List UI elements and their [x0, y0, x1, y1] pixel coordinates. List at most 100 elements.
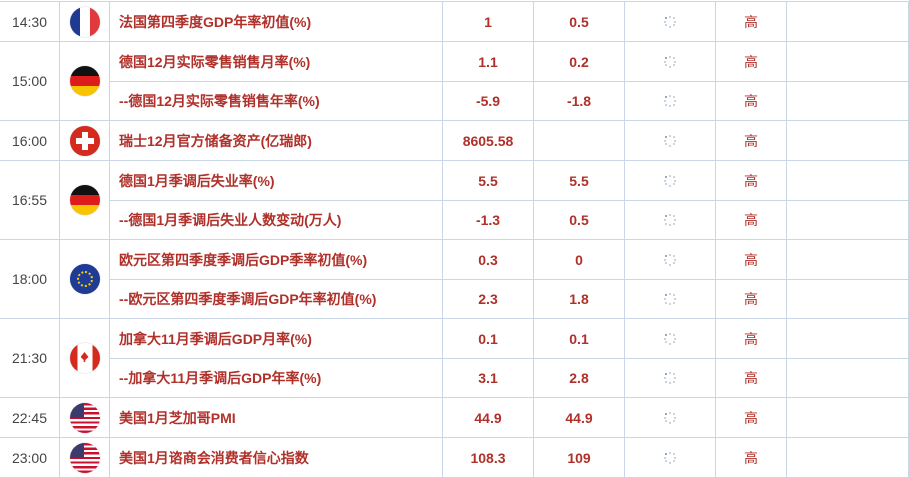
- table-row[interactable]: --德国12月实际零售销售年率(%) -5.9 -1.8 高: [110, 81, 909, 120]
- extra-cell: [787, 280, 909, 318]
- time-group: 15:00 德国12月实际零售销售月率(%) 1.1 0.2 高 --德国12月…: [0, 42, 909, 121]
- loading-spinner-icon: [663, 292, 677, 306]
- table-row[interactable]: 加拿大11月季调后GDP月率(%) 0.1 0.1 高: [110, 319, 909, 358]
- time-group: 18:00 欧元区第四季度季调后GDP季率初值(%) 0.3 0 高 --欧元区…: [0, 240, 909, 319]
- forecast-value: 0: [534, 240, 625, 279]
- switzerland-flag-icon: [69, 125, 100, 156]
- previous-value: 1.1: [443, 42, 534, 81]
- extra-cell: [787, 82, 909, 120]
- table-row[interactable]: --德国1月季调后失业人数变动(万人) -1.3 0.5 高: [110, 200, 909, 239]
- usa-flag-icon: [69, 442, 100, 473]
- actual-value: [625, 121, 716, 160]
- event-time: 22:45: [0, 398, 60, 437]
- table-row[interactable]: 美国1月谘商会消费者信心指数 108.3 109 高: [110, 438, 909, 477]
- forecast-value: 0.2: [534, 42, 625, 81]
- table-row[interactable]: 美国1月芝加哥PMI 44.9 44.9 高: [110, 398, 909, 437]
- previous-value: 8605.58: [443, 121, 534, 160]
- previous-value: 5.5: [443, 161, 534, 200]
- extra-cell: [787, 201, 909, 239]
- previous-value: -5.9: [443, 82, 534, 120]
- actual-value: [625, 319, 716, 358]
- actual-value: [625, 240, 716, 279]
- table-row[interactable]: 德国12月实际零售销售月率(%) 1.1 0.2 高: [110, 42, 909, 81]
- table-row[interactable]: 法国第四季度GDP年率初值(%) 1 0.5 高: [110, 2, 909, 41]
- table-row[interactable]: --欧元区第四季度季调后GDP年率初值(%) 2.3 1.8 高: [110, 279, 909, 318]
- extra-cell: [787, 438, 909, 477]
- actual-value: [625, 2, 716, 41]
- table-row[interactable]: 欧元区第四季度季调后GDP季率初值(%) 0.3 0 高: [110, 240, 909, 279]
- event-name[interactable]: --德国12月实际零售销售年率(%): [110, 82, 443, 120]
- time-group: 23:00 美国1月谘商会消费者信心指数 108.3 109 高: [0, 438, 909, 478]
- importance-level: 高: [716, 201, 787, 239]
- previous-value: 108.3: [443, 438, 534, 477]
- table-row[interactable]: 瑞士12月官方储备资产(亿瑞郎) 8605.58 高: [110, 121, 909, 160]
- forecast-value: 44.9: [534, 398, 625, 437]
- loading-spinner-icon: [663, 253, 677, 267]
- forecast-value: 1.8: [534, 280, 625, 318]
- loading-spinner-icon: [663, 94, 677, 108]
- eu-flag-icon: [69, 264, 100, 294]
- loading-spinner-icon: [663, 213, 677, 227]
- extra-cell: [787, 240, 909, 279]
- germany-flag-icon: [69, 185, 100, 215]
- france-flag-icon: [69, 6, 100, 37]
- event-time: 21:30: [0, 319, 60, 397]
- germany-flag-icon: [69, 66, 100, 96]
- previous-value: 2.3: [443, 280, 534, 318]
- usa-flag-icon: [69, 402, 100, 433]
- previous-value: 0.3: [443, 240, 534, 279]
- time-group: 22:45 美国1月芝加哥PMI 44.9 44.9 高: [0, 398, 909, 438]
- canada-flag-icon: [69, 343, 100, 373]
- event-name[interactable]: 德国12月实际零售销售月率(%): [110, 42, 443, 81]
- actual-value: [625, 398, 716, 437]
- event-time: 14:30: [0, 2, 60, 41]
- importance-level: 高: [716, 161, 787, 200]
- forecast-value: -1.8: [534, 82, 625, 120]
- extra-cell: [787, 161, 909, 200]
- forecast-value: [534, 121, 625, 160]
- event-name[interactable]: 欧元区第四季度季调后GDP季率初值(%): [110, 240, 443, 279]
- extra-cell: [787, 42, 909, 81]
- event-name[interactable]: 美国1月谘商会消费者信心指数: [110, 438, 443, 477]
- event-name[interactable]: 美国1月芝加哥PMI: [110, 398, 443, 437]
- table-row[interactable]: 德国1月季调后失业率(%) 5.5 5.5 高: [110, 161, 909, 200]
- importance-level: 高: [716, 398, 787, 437]
- extra-cell: [787, 359, 909, 397]
- forecast-value: 5.5: [534, 161, 625, 200]
- loading-spinner-icon: [663, 411, 677, 425]
- importance-level: 高: [716, 359, 787, 397]
- event-time: 18:00: [0, 240, 60, 318]
- actual-value: [625, 280, 716, 318]
- actual-value: [625, 438, 716, 477]
- importance-level: 高: [716, 82, 787, 120]
- importance-level: 高: [716, 319, 787, 358]
- event-name[interactable]: 瑞士12月官方储备资产(亿瑞郎): [110, 121, 443, 160]
- forecast-value: 2.8: [534, 359, 625, 397]
- extra-cell: [787, 398, 909, 437]
- actual-value: [625, 359, 716, 397]
- importance-level: 高: [716, 2, 787, 41]
- previous-value: 0.1: [443, 319, 534, 358]
- event-name[interactable]: --加拿大11月季调后GDP年率(%): [110, 359, 443, 397]
- event-name[interactable]: --德国1月季调后失业人数变动(万人): [110, 201, 443, 239]
- forecast-value: 0.5: [534, 201, 625, 239]
- actual-value: [625, 161, 716, 200]
- event-name[interactable]: 德国1月季调后失业率(%): [110, 161, 443, 200]
- loading-spinner-icon: [663, 332, 677, 346]
- table-row[interactable]: --加拿大11月季调后GDP年率(%) 3.1 2.8 高: [110, 358, 909, 397]
- loading-spinner-icon: [663, 174, 677, 188]
- actual-value: [625, 42, 716, 81]
- loading-spinner-icon: [663, 55, 677, 69]
- forecast-value: 0.1: [534, 319, 625, 358]
- loading-spinner-icon: [663, 371, 677, 385]
- previous-value: -1.3: [443, 201, 534, 239]
- extra-cell: [787, 121, 909, 160]
- importance-level: 高: [716, 42, 787, 81]
- event-time: 16:55: [0, 161, 60, 239]
- event-name[interactable]: 法国第四季度GDP年率初值(%): [110, 2, 443, 41]
- extra-cell: [787, 2, 909, 41]
- time-group: 16:00 瑞士12月官方储备资产(亿瑞郎) 8605.58 高: [0, 121, 909, 161]
- event-name[interactable]: 加拿大11月季调后GDP月率(%): [110, 319, 443, 358]
- event-name[interactable]: --欧元区第四季度季调后GDP年率初值(%): [110, 280, 443, 318]
